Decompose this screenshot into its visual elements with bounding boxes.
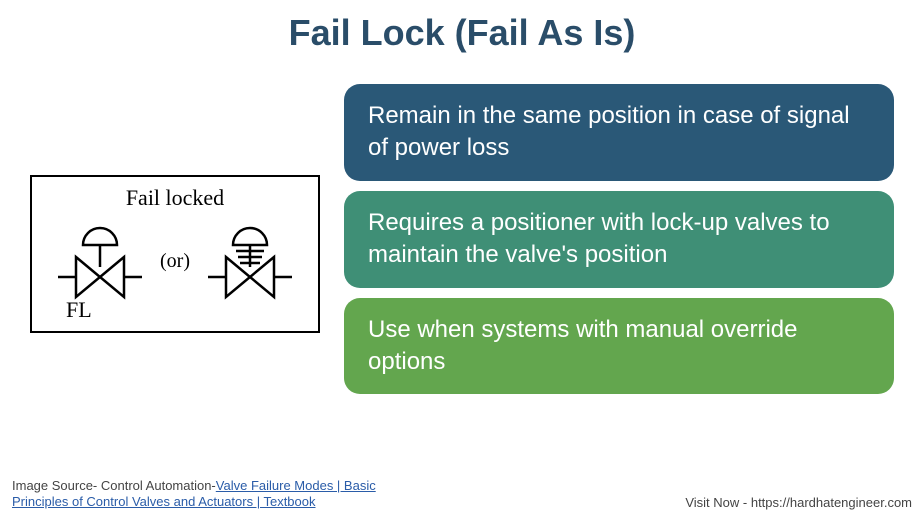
bullet-1: Remain in the same position in case of s… [344, 84, 894, 181]
valve-symbol-hatched [200, 217, 300, 317]
diagram-box: Fail locked [30, 175, 320, 333]
bullet-3-text: Use when systems with manual override op… [368, 316, 798, 375]
bullet-2: Requires a positioner with lock-up valve… [344, 191, 894, 288]
page-title: Fail Lock (Fail As Is) [0, 0, 924, 54]
slide: Fail Lock (Fail As Is) Fail locked [0, 0, 924, 520]
valve-symbol-fl [50, 217, 150, 317]
bullet-2-text: Requires a positioner with lock-up valve… [368, 209, 830, 268]
fl-label: FL [66, 297, 92, 323]
image-source: Image Source- Control Automation-Valve F… [12, 478, 432, 511]
or-label: (or) [160, 250, 190, 273]
bullet-3: Use when systems with manual override op… [344, 298, 894, 395]
visit-link: Visit Now - https://hardhatengineer.com [685, 495, 912, 510]
bullet-1-text: Remain in the same position in case of s… [368, 102, 850, 161]
footer: Image Source- Control Automation-Valve F… [12, 478, 912, 511]
content-row: Fail locked [0, 54, 924, 394]
diagram-label: Fail locked [42, 185, 308, 211]
source-prefix: Image Source- Control Automation- [12, 478, 216, 493]
bullets-column: Remain in the same position in case of s… [344, 84, 894, 394]
